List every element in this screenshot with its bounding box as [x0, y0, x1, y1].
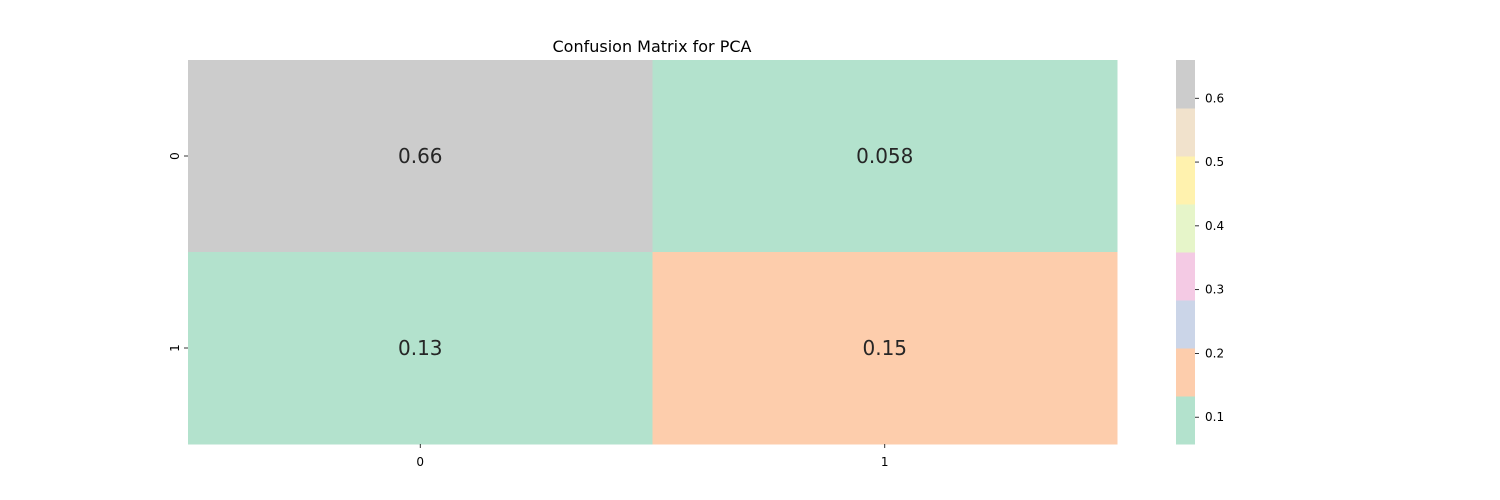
- colorbar: 0.1 0.2 0.3 0.4 0.5 0.6: [1176, 60, 1224, 445]
- colorbar-segment-2: [1176, 300, 1195, 349]
- chart-title: Confusion Matrix for PCA: [553, 37, 752, 56]
- colorbar-tick-label-0: 0.1: [1205, 410, 1224, 424]
- colorbar-segment-1: [1176, 348, 1195, 397]
- y-axis: 01: [168, 152, 188, 352]
- heatmap-cells: 0.66 0.058 0.13 0.15: [188, 60, 1118, 445]
- cell-value-label-1-0: 0.13: [398, 336, 443, 360]
- colorbar-tick-label-4: 0.5: [1205, 155, 1224, 169]
- colorbar-tick-label-3: 0.4: [1205, 219, 1224, 233]
- colorbar-segment-4: [1176, 204, 1195, 253]
- y-tick-label-1: 1: [168, 344, 182, 352]
- cell-value-label-0-1: 0.058: [856, 144, 913, 168]
- colorbar-tick-label-2: 0.3: [1205, 283, 1224, 297]
- colorbar-tick-label-1: 0.2: [1205, 346, 1224, 360]
- colorbar-segment-0: [1176, 396, 1195, 445]
- x-tick-label-0: 0: [416, 455, 424, 469]
- colorbar-segment-7: [1176, 60, 1195, 109]
- colorbar-segment-5: [1176, 156, 1195, 205]
- x-tick-label-1: 1: [881, 455, 889, 469]
- heatmap-cell-0-1: [652, 60, 1118, 253]
- heatmap-cell-1-1: [652, 252, 1118, 445]
- colorbar-segment-3: [1176, 252, 1195, 301]
- colorbar-segment-6: [1176, 108, 1195, 157]
- heatmap-cell-0-0: [188, 60, 653, 253]
- cell-value-label-1-1: 0.15: [862, 336, 907, 360]
- heatmap-cell-1-0: [188, 252, 653, 445]
- y-tick-label-0: 0: [168, 152, 182, 160]
- cell-value-label-0-0: 0.66: [398, 144, 443, 168]
- colorbar-tick-label-5: 0.6: [1205, 91, 1224, 105]
